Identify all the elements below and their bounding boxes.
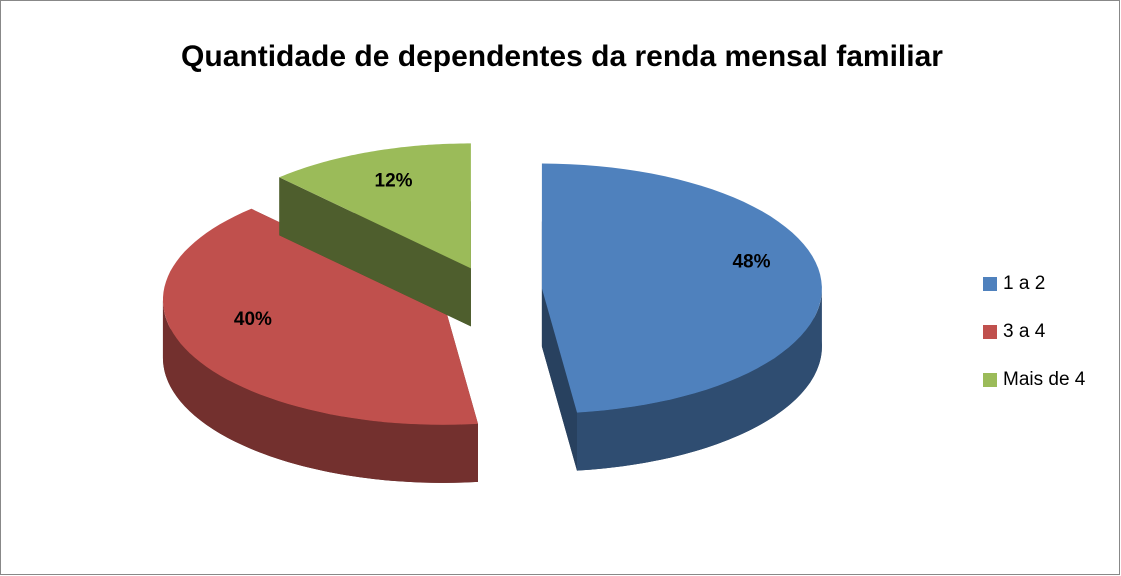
value-label: 40% (234, 309, 272, 330)
slice-wall (162, 299, 478, 483)
slice-side (279, 177, 471, 327)
legend-swatch (983, 373, 997, 387)
slice (163, 208, 478, 425)
value-label: 12% (375, 170, 413, 191)
legend-label: 3 a 4 (1003, 321, 1046, 342)
slice (279, 143, 471, 269)
slice (541, 163, 822, 413)
value-label: 48% (732, 252, 770, 273)
legend-swatch (983, 277, 997, 291)
slice-wall (577, 288, 822, 471)
chart-title: Quantidade de dependentes da renda mensa… (181, 40, 943, 73)
legend-label: Mais de 4 (1003, 369, 1086, 390)
legend-label: 1 a 2 (1003, 273, 1045, 294)
slice-side (541, 288, 577, 471)
legend-swatch (983, 325, 997, 339)
